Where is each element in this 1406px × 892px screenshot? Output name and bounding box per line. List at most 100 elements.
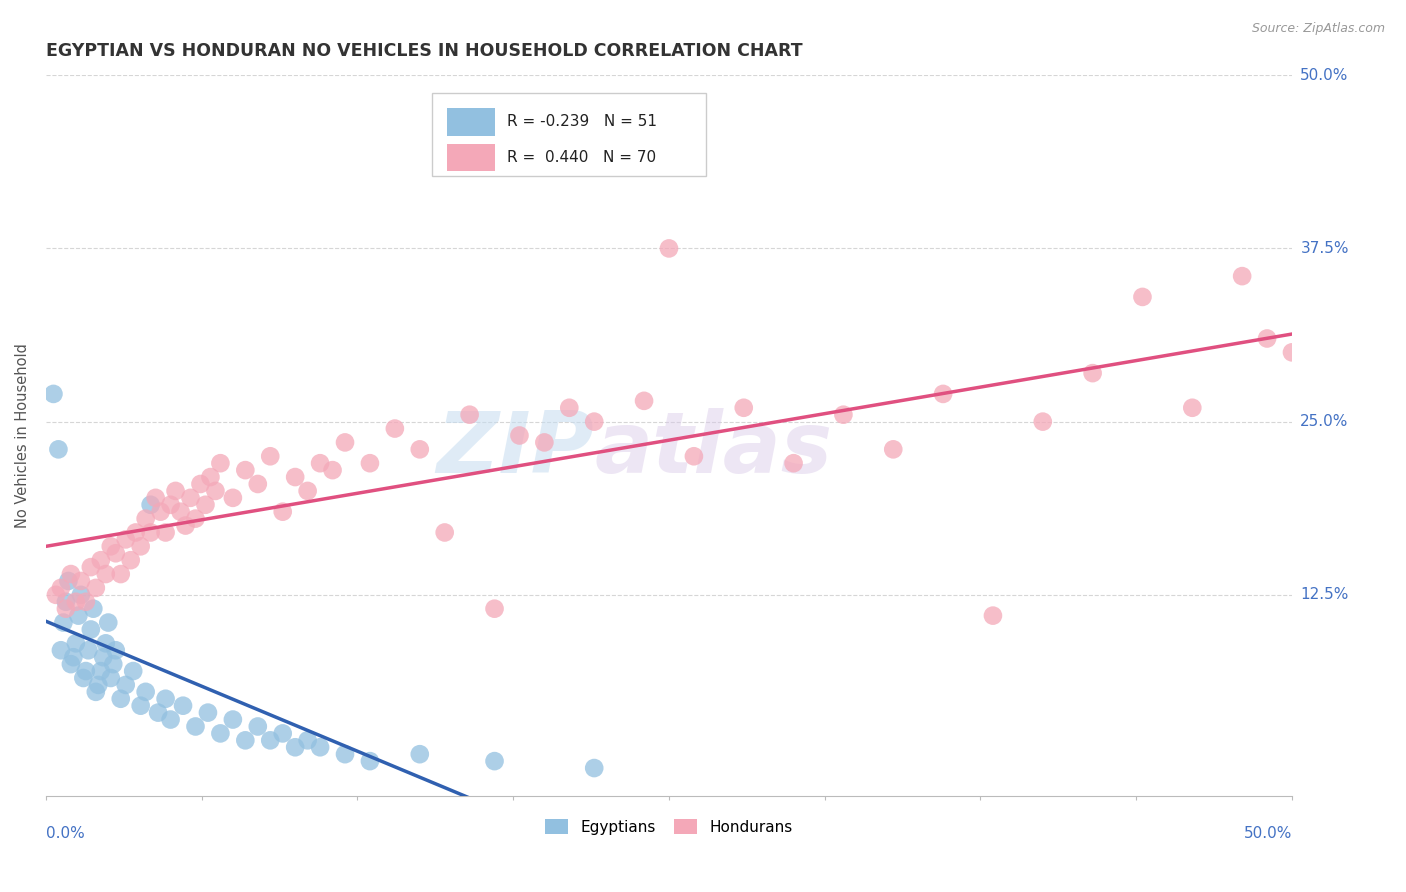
Point — [72, 671, 94, 685]
Point — [259, 450, 281, 464]
Point — [309, 740, 332, 755]
Point — [194, 498, 217, 512]
Text: 50.0%: 50.0% — [1244, 826, 1292, 841]
Point — [70, 574, 93, 588]
Point — [297, 483, 319, 498]
Point — [409, 442, 432, 457]
Point — [333, 747, 356, 762]
Point — [55, 601, 77, 615]
Point — [533, 435, 555, 450]
Point — [981, 608, 1004, 623]
Point — [84, 581, 107, 595]
Point — [583, 761, 606, 775]
Point — [159, 713, 181, 727]
Point — [222, 491, 245, 505]
FancyBboxPatch shape — [432, 94, 706, 176]
Point — [882, 442, 904, 457]
Point — [359, 754, 381, 768]
Point — [284, 470, 307, 484]
Point — [42, 387, 65, 401]
Point — [104, 546, 127, 560]
Text: R = -0.239   N = 51: R = -0.239 N = 51 — [508, 114, 657, 129]
Point — [100, 539, 122, 553]
Point — [284, 740, 307, 755]
Point — [67, 608, 90, 623]
Point — [322, 463, 344, 477]
Point — [222, 713, 245, 727]
Point — [1032, 415, 1054, 429]
Point — [190, 477, 212, 491]
Point — [104, 643, 127, 657]
Point — [80, 560, 103, 574]
Point — [209, 456, 232, 470]
Point — [384, 421, 406, 435]
Point — [49, 581, 72, 595]
Point — [169, 505, 191, 519]
Text: ZIP: ZIP — [437, 409, 595, 491]
Point — [333, 435, 356, 450]
Point — [135, 685, 157, 699]
Point — [271, 726, 294, 740]
Point — [80, 623, 103, 637]
Point — [159, 498, 181, 512]
Point — [233, 463, 256, 477]
Point — [94, 636, 117, 650]
Point — [70, 588, 93, 602]
Point — [75, 664, 97, 678]
Text: Source: ZipAtlas.com: Source: ZipAtlas.com — [1251, 22, 1385, 36]
Point — [246, 719, 269, 733]
Point — [233, 733, 256, 747]
Point — [62, 650, 84, 665]
Point — [77, 643, 100, 657]
Point — [932, 387, 955, 401]
Point — [45, 588, 67, 602]
Point — [1256, 331, 1278, 345]
Text: atlas: atlas — [595, 409, 832, 491]
Point — [97, 615, 120, 630]
Point — [84, 685, 107, 699]
Point — [484, 601, 506, 615]
Point — [110, 567, 132, 582]
Point — [58, 574, 80, 588]
Point — [120, 553, 142, 567]
Y-axis label: No Vehicles in Household: No Vehicles in Household — [15, 343, 30, 528]
Point — [204, 483, 226, 498]
Point — [122, 664, 145, 678]
Point — [139, 498, 162, 512]
FancyBboxPatch shape — [447, 108, 495, 136]
Point — [52, 615, 75, 630]
Point — [125, 525, 148, 540]
Point — [146, 706, 169, 720]
Point — [110, 691, 132, 706]
Point — [172, 698, 194, 713]
Point — [65, 595, 87, 609]
Point — [209, 726, 232, 740]
Point — [683, 450, 706, 464]
Point — [409, 747, 432, 762]
FancyBboxPatch shape — [447, 144, 495, 171]
Point — [1132, 290, 1154, 304]
Point — [359, 456, 381, 470]
Point — [91, 650, 114, 665]
Text: 25.0%: 25.0% — [1301, 414, 1348, 429]
Point — [1081, 366, 1104, 380]
Point — [114, 678, 136, 692]
Point — [59, 567, 82, 582]
Point — [139, 525, 162, 540]
Point — [246, 477, 269, 491]
Point — [200, 470, 222, 484]
Point — [458, 408, 481, 422]
Point — [75, 595, 97, 609]
Point — [1181, 401, 1204, 415]
Point — [433, 525, 456, 540]
Point — [55, 595, 77, 609]
Point — [129, 698, 152, 713]
Point — [583, 415, 606, 429]
Text: 0.0%: 0.0% — [46, 826, 84, 841]
Point — [1230, 269, 1253, 284]
Point — [49, 643, 72, 657]
Text: EGYPTIAN VS HONDURAN NO VEHICLES IN HOUSEHOLD CORRELATION CHART: EGYPTIAN VS HONDURAN NO VEHICLES IN HOUS… — [46, 42, 803, 60]
Point — [135, 511, 157, 525]
Point — [259, 733, 281, 747]
Point — [103, 657, 125, 672]
